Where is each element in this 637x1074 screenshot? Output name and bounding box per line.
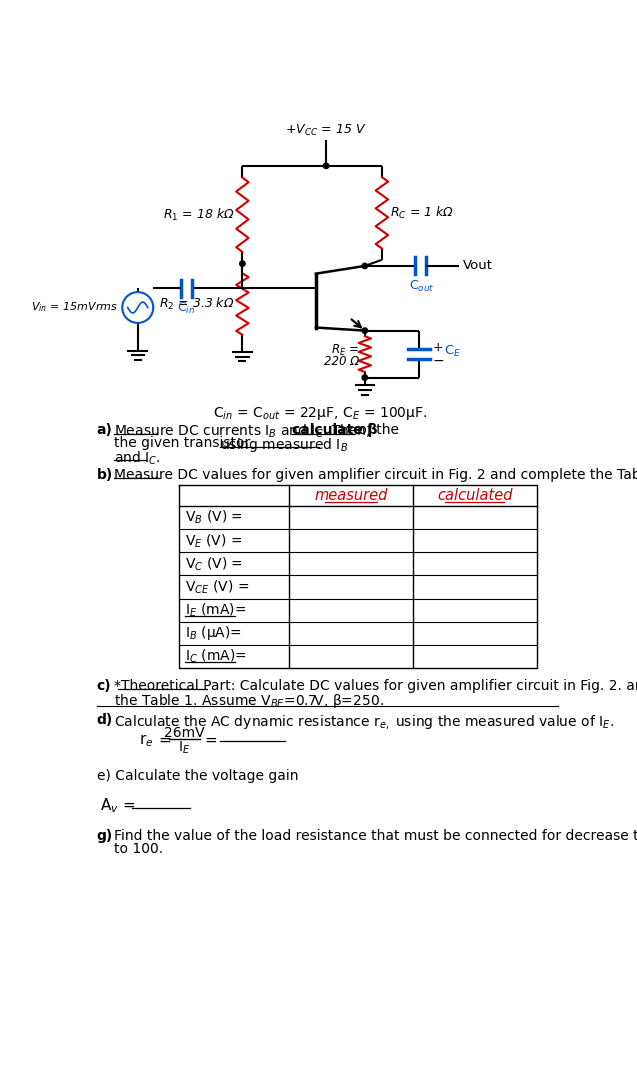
Text: +V$_{CC}$ = 15 V: +V$_{CC}$ = 15 V bbox=[285, 124, 367, 139]
Text: R$_2$ = 3.3 kΩ: R$_2$ = 3.3 kΩ bbox=[159, 296, 234, 313]
Text: Vout: Vout bbox=[462, 260, 492, 273]
Text: 26mV: 26mV bbox=[164, 726, 204, 740]
Text: a): a) bbox=[97, 423, 113, 437]
Text: using measured I$_B$: using measured I$_B$ bbox=[220, 436, 348, 454]
Text: Calculate the AC dynamic resistance r$_{e,}$ using the measured value of I$_E$.: Calculate the AC dynamic resistance r$_{… bbox=[114, 713, 614, 731]
Text: to 100.: to 100. bbox=[114, 842, 163, 856]
Text: c): c) bbox=[97, 679, 111, 693]
Circle shape bbox=[362, 328, 368, 333]
Circle shape bbox=[362, 375, 368, 380]
Text: C$_{in}$ = C$_{out}$ = 22μF, C$_E$ = 100μF.: C$_{in}$ = C$_{out}$ = 22μF, C$_E$ = 100… bbox=[213, 405, 427, 421]
Text: R$_E$ =: R$_E$ = bbox=[331, 343, 359, 358]
Text: e) Calculate the voltage gain: e) Calculate the voltage gain bbox=[97, 769, 298, 783]
Text: C$_{in}$: C$_{in}$ bbox=[176, 302, 195, 317]
Text: I$_E$: I$_E$ bbox=[178, 740, 190, 756]
Circle shape bbox=[362, 263, 368, 268]
Text: d): d) bbox=[97, 713, 113, 727]
Text: +: + bbox=[433, 342, 443, 354]
Text: Measure DC currents I$_B$ and I$_C$. Then,: Measure DC currents I$_B$ and I$_C$. The… bbox=[114, 423, 371, 440]
Text: R$_C$ = 1 kΩ: R$_C$ = 1 kΩ bbox=[390, 205, 454, 221]
Text: =: = bbox=[204, 732, 217, 748]
Text: V$_E$ (V) =: V$_E$ (V) = bbox=[185, 532, 243, 550]
Text: calculated: calculated bbox=[437, 488, 513, 503]
Text: V$_B$ (V) =: V$_B$ (V) = bbox=[185, 509, 243, 526]
Text: and I$_C$.: and I$_C$. bbox=[114, 449, 161, 466]
Text: I$_E$ (mA)=: I$_E$ (mA)= bbox=[185, 601, 246, 619]
Text: =: = bbox=[159, 732, 171, 748]
Text: −: − bbox=[433, 354, 445, 368]
Text: R$_1$ = 18 kΩ: R$_1$ = 18 kΩ bbox=[163, 206, 234, 222]
Text: g): g) bbox=[97, 829, 113, 843]
Text: the Table 1. Assume V$_{BE}$=0.7V, β=250.: the Table 1. Assume V$_{BE}$=0.7V, β=250… bbox=[114, 692, 383, 710]
Text: A$_v$ =: A$_v$ = bbox=[100, 797, 135, 815]
Circle shape bbox=[240, 261, 245, 266]
Text: 220 Ω: 220 Ω bbox=[324, 354, 359, 367]
Text: measured: measured bbox=[314, 488, 387, 503]
Text: I$_B$ (μA)=: I$_B$ (μA)= bbox=[185, 624, 242, 642]
Text: C$_{out}$: C$_{out}$ bbox=[410, 279, 435, 294]
Text: V$_C$ (V) =: V$_C$ (V) = bbox=[185, 555, 243, 572]
Text: the given transistor: the given transistor bbox=[114, 436, 250, 450]
Text: r$_e$: r$_e$ bbox=[140, 731, 154, 749]
Circle shape bbox=[324, 163, 329, 169]
Text: b): b) bbox=[97, 467, 113, 481]
Text: C$_E$: C$_E$ bbox=[444, 344, 461, 359]
Text: V$_{in}$ = 15mVrms: V$_{in}$ = 15mVrms bbox=[31, 301, 118, 315]
Text: Measure DC values for given amplifier circuit in Fig. 2 and complete the Table 1: Measure DC values for given amplifier ci… bbox=[114, 467, 637, 481]
Text: of the: of the bbox=[354, 423, 399, 437]
Text: calculate β: calculate β bbox=[292, 423, 378, 437]
Text: I$_C$ (mA)=: I$_C$ (mA)= bbox=[185, 648, 247, 665]
Text: Find the value of the load resistance that must be connected for decrease the vo: Find the value of the load resistance th… bbox=[114, 829, 637, 843]
Text: V$_{CE}$ (V) =: V$_{CE}$ (V) = bbox=[185, 578, 249, 596]
Text: *Theoretical Part: Calculate DC values for given amplifier circuit in Fig. 2. an: *Theoretical Part: Calculate DC values f… bbox=[114, 679, 637, 693]
